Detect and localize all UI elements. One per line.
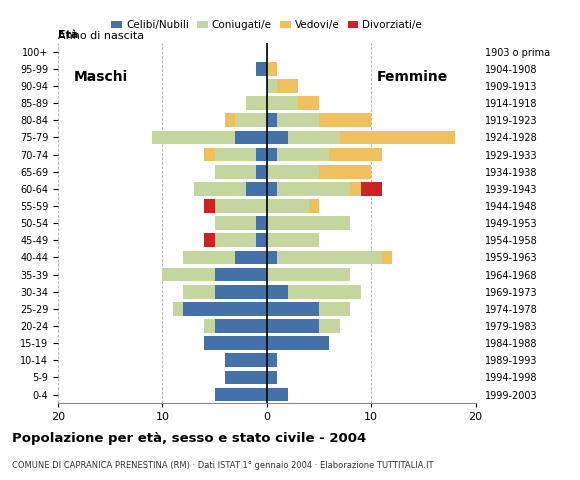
Bar	[267, 285, 288, 299]
Legend: Celibi/Nubili, Coniugati/e, Vedovi/e, Divorziati/e: Celibi/Nubili, Coniugati/e, Vedovi/e, Di…	[107, 16, 426, 35]
Bar	[235, 251, 267, 264]
Bar	[204, 233, 215, 247]
Bar	[267, 268, 350, 281]
Bar	[256, 62, 267, 76]
Bar	[246, 182, 267, 196]
Bar	[225, 353, 267, 367]
Bar	[267, 216, 350, 230]
Bar	[309, 199, 319, 213]
Bar	[194, 182, 246, 196]
Bar	[162, 268, 215, 281]
Bar	[215, 388, 267, 401]
Bar	[267, 388, 288, 401]
Bar	[277, 148, 329, 161]
Bar	[215, 165, 256, 179]
Bar	[256, 165, 267, 179]
Bar	[267, 336, 329, 350]
Bar	[256, 233, 267, 247]
Bar	[267, 113, 277, 127]
Bar	[350, 182, 361, 196]
Bar	[319, 319, 340, 333]
Bar	[215, 285, 267, 299]
Bar	[267, 319, 319, 333]
Text: Popolazione per età, sesso e stato civile - 2004: Popolazione per età, sesso e stato civil…	[12, 432, 366, 445]
Bar	[298, 96, 319, 110]
Bar	[267, 182, 277, 196]
Bar	[204, 148, 215, 161]
Bar	[277, 182, 350, 196]
Bar	[256, 148, 267, 161]
Bar	[277, 251, 382, 264]
Bar	[215, 233, 256, 247]
Bar	[277, 79, 298, 93]
Bar	[256, 216, 267, 230]
Bar	[225, 371, 267, 384]
Bar	[382, 251, 392, 264]
Bar	[319, 165, 371, 179]
Bar	[319, 302, 350, 316]
Bar	[267, 199, 309, 213]
Bar	[267, 62, 277, 76]
Bar	[329, 148, 382, 161]
Bar	[288, 285, 361, 299]
Bar	[235, 131, 267, 144]
Bar	[267, 165, 319, 179]
Bar	[173, 302, 183, 316]
Bar	[204, 336, 267, 350]
Bar	[215, 199, 267, 213]
Bar	[204, 199, 215, 213]
Bar	[267, 353, 277, 367]
Text: COMUNE DI CAPRANICA PRENESTINA (RM) · Dati ISTAT 1° gennaio 2004 · Elaborazione : COMUNE DI CAPRANICA PRENESTINA (RM) · Da…	[12, 461, 433, 470]
Bar	[225, 113, 235, 127]
Bar	[215, 268, 267, 281]
Bar	[319, 113, 371, 127]
Bar	[267, 96, 298, 110]
Bar	[215, 216, 256, 230]
Bar	[183, 285, 215, 299]
Bar	[267, 148, 277, 161]
Text: Età: Età	[58, 30, 78, 40]
Text: Maschi: Maschi	[74, 71, 128, 84]
Bar	[267, 371, 277, 384]
Bar	[267, 302, 319, 316]
Bar	[267, 79, 277, 93]
Bar	[361, 182, 382, 196]
Bar	[267, 251, 277, 264]
Bar	[288, 131, 340, 144]
Text: Anno di nascita: Anno di nascita	[58, 31, 144, 41]
Bar	[215, 148, 256, 161]
Bar	[152, 131, 235, 144]
Bar	[267, 233, 319, 247]
Bar	[204, 319, 215, 333]
Bar	[183, 251, 235, 264]
Bar	[215, 319, 267, 333]
Bar	[183, 302, 267, 316]
Bar	[246, 96, 267, 110]
Bar	[277, 113, 319, 127]
Bar	[267, 131, 288, 144]
Text: Femmine: Femmine	[376, 71, 448, 84]
Bar	[340, 131, 455, 144]
Bar	[235, 113, 267, 127]
